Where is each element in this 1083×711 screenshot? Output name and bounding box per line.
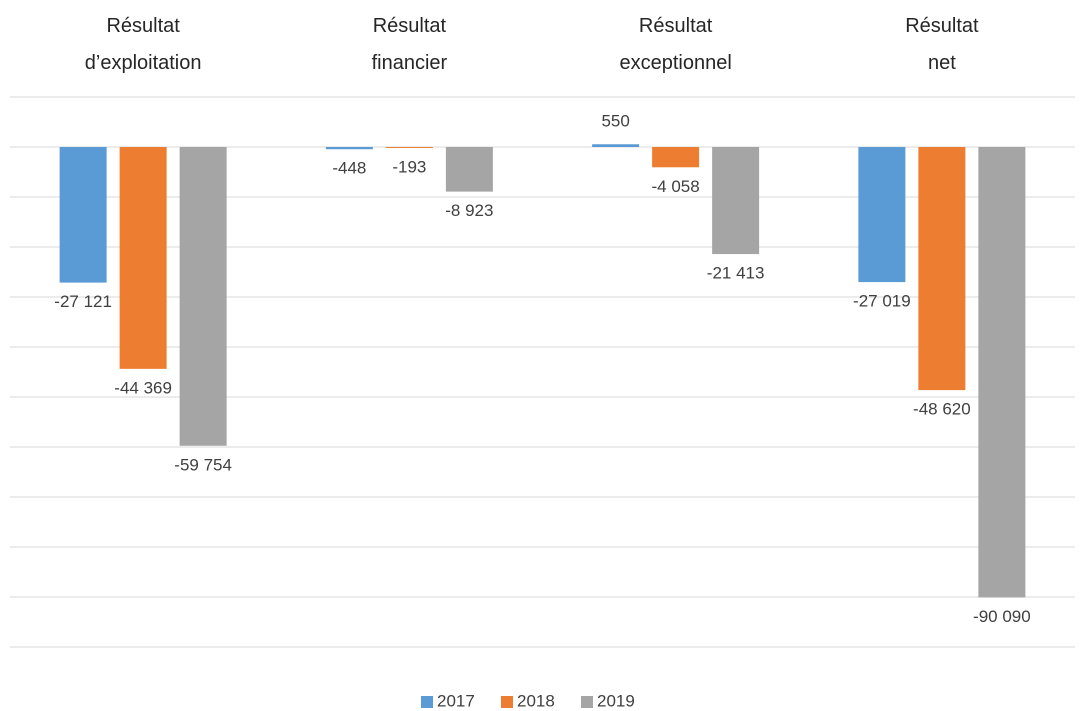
data-label: -59 754 bbox=[174, 455, 232, 474]
data-label: 550 bbox=[601, 112, 629, 131]
data-label: -8 923 bbox=[445, 201, 493, 220]
data-label: -27 019 bbox=[853, 292, 911, 311]
data-label: -4 058 bbox=[652, 177, 700, 196]
data-label: -448 bbox=[332, 159, 366, 178]
bar bbox=[325, 147, 373, 150]
bar bbox=[119, 147, 167, 369]
data-label: -90 090 bbox=[973, 607, 1031, 626]
legend-swatch bbox=[421, 696, 433, 708]
legend-label: 2019 bbox=[597, 691, 635, 710]
bar bbox=[652, 147, 700, 168]
data-label: -48 620 bbox=[913, 400, 971, 419]
category-label: Résultat net bbox=[905, 15, 979, 74]
legend-label: 2017 bbox=[437, 691, 475, 710]
bar bbox=[592, 144, 640, 147]
category-label: Résultat financier bbox=[371, 15, 448, 74]
legend-swatch bbox=[501, 696, 513, 708]
category-label: Résultat exceptionnel bbox=[619, 15, 732, 74]
category-label: Résultat d’exploitation bbox=[84, 15, 202, 74]
data-label: -21 413 bbox=[707, 264, 765, 283]
data-label: -193 bbox=[392, 157, 426, 176]
bar bbox=[978, 147, 1026, 598]
bar bbox=[858, 147, 906, 283]
bar bbox=[712, 147, 760, 255]
bar bbox=[918, 147, 966, 391]
bar bbox=[385, 147, 433, 148]
data-label: -27 121 bbox=[54, 292, 112, 311]
bar bbox=[445, 147, 493, 192]
legend-swatch bbox=[581, 696, 593, 708]
bar bbox=[179, 147, 227, 446]
legend-label: 2018 bbox=[517, 691, 555, 710]
data-label: -44 369 bbox=[114, 378, 172, 397]
bar bbox=[59, 147, 107, 283]
